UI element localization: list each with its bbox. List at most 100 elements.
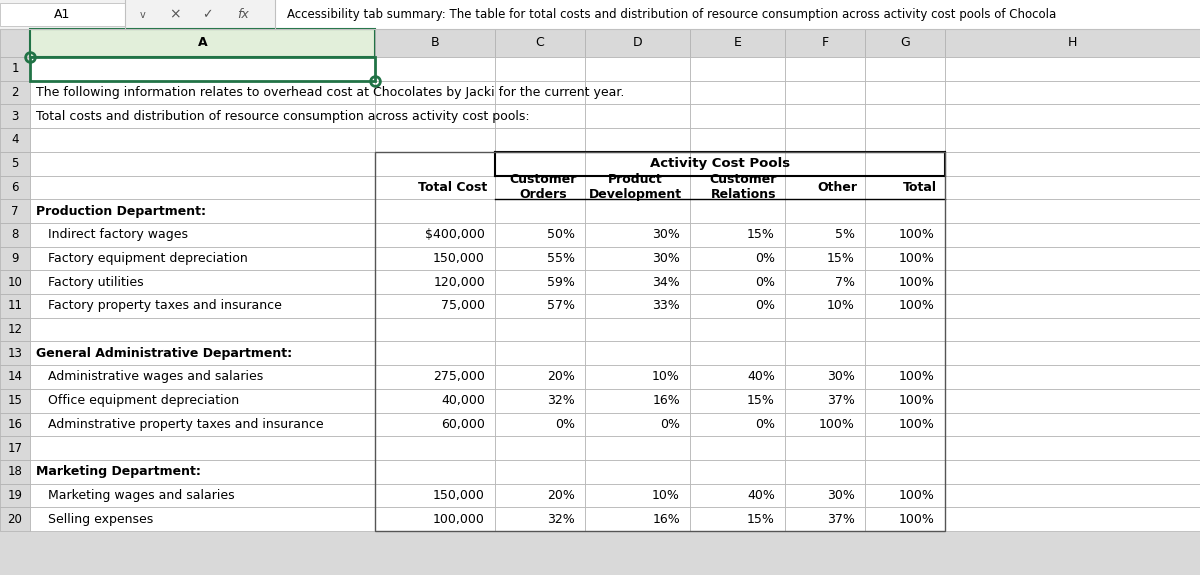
Text: G: G (900, 36, 910, 49)
Bar (374, 81, 496, 105)
Bar (496, 365, 586, 389)
Text: Office equipment depreciation: Office equipment depreciation (48, 394, 239, 407)
Bar (586, 81, 690, 105)
Text: 55%: 55% (547, 252, 575, 265)
Text: 32%: 32% (547, 394, 575, 407)
Bar (865, 105, 946, 128)
Text: The following information relates to overhead cost at Chocolates by Jacki for th: The following information relates to ove… (36, 86, 624, 99)
Text: 120,000: 120,000 (433, 275, 485, 289)
Bar (30, 389, 374, 412)
Bar (785, 152, 865, 175)
Text: F: F (822, 36, 828, 49)
Text: 5: 5 (11, 157, 19, 170)
Text: 20%: 20% (547, 370, 575, 384)
Text: 40%: 40% (748, 489, 775, 502)
Bar (496, 270, 586, 294)
Bar (690, 199, 785, 223)
Bar (30, 105, 374, 128)
Bar (0, 29, 30, 57)
Bar (690, 342, 785, 365)
Bar (496, 412, 586, 436)
Text: 17: 17 (7, 442, 23, 455)
Text: 16%: 16% (653, 394, 680, 407)
Bar (30, 342, 374, 365)
Bar (785, 57, 865, 81)
Text: 5%: 5% (835, 228, 856, 242)
Bar (690, 270, 785, 294)
Bar (496, 199, 586, 223)
Text: 100,000: 100,000 (433, 513, 485, 526)
Bar (865, 484, 946, 507)
Text: E: E (733, 36, 742, 49)
Text: 16: 16 (7, 418, 23, 431)
Text: 0%: 0% (755, 418, 775, 431)
Bar (374, 152, 946, 531)
Bar (0, 81, 30, 105)
Text: 100%: 100% (899, 513, 935, 526)
Text: 37%: 37% (827, 513, 856, 526)
Bar (785, 412, 865, 436)
Text: 0%: 0% (660, 418, 680, 431)
Text: 100%: 100% (899, 300, 935, 312)
Bar (374, 507, 496, 531)
Bar (690, 318, 785, 342)
Text: 30%: 30% (652, 228, 680, 242)
Text: 15%: 15% (748, 513, 775, 526)
Text: Factory utilities: Factory utilities (48, 275, 144, 289)
Bar (690, 223, 785, 247)
Text: 100%: 100% (820, 418, 856, 431)
Text: 100%: 100% (899, 489, 935, 502)
Bar (946, 247, 1200, 270)
Text: Factory equipment depreciation: Factory equipment depreciation (48, 252, 247, 265)
Bar (586, 460, 690, 484)
Bar (30, 484, 374, 507)
Text: 13: 13 (7, 347, 23, 360)
Text: 18: 18 (7, 465, 23, 478)
Text: ✓: ✓ (202, 8, 212, 21)
Bar (690, 81, 785, 105)
Bar (374, 128, 496, 152)
Bar (946, 507, 1200, 531)
Bar (946, 81, 1200, 105)
Bar (586, 199, 690, 223)
Text: 30%: 30% (652, 252, 680, 265)
Bar (865, 436, 946, 460)
Bar (946, 57, 1200, 81)
Bar (374, 412, 496, 436)
Bar (0, 436, 30, 460)
Bar (0, 57, 30, 81)
Text: 1: 1 (11, 62, 19, 75)
Text: Adminstrative property taxes and insurance: Adminstrative property taxes and insuran… (48, 418, 324, 431)
Bar (586, 105, 690, 128)
Text: 10: 10 (7, 275, 23, 289)
Bar (865, 270, 946, 294)
Bar (0, 105, 30, 128)
Bar (690, 29, 785, 57)
Text: 15%: 15% (827, 252, 856, 265)
Text: $400,000: $400,000 (425, 228, 485, 242)
Bar (496, 105, 586, 128)
Bar (374, 389, 496, 412)
Bar (785, 318, 865, 342)
Bar (785, 270, 865, 294)
Text: Accessibility tab summary: The table for total costs and distribution of resourc: Accessibility tab summary: The table for… (287, 8, 1056, 21)
Bar (30, 81, 374, 105)
Bar (785, 436, 865, 460)
Text: 15: 15 (7, 394, 23, 407)
Bar (586, 128, 690, 152)
Bar (785, 460, 865, 484)
Bar (690, 412, 785, 436)
Text: 50%: 50% (547, 228, 575, 242)
Text: 20: 20 (7, 513, 23, 526)
Text: 30%: 30% (827, 489, 856, 502)
Bar (690, 152, 785, 175)
Text: Customer
Orders: Customer Orders (510, 173, 577, 201)
Bar (946, 175, 1200, 199)
Text: 100%: 100% (899, 275, 935, 289)
Bar (0, 270, 30, 294)
Bar (690, 128, 785, 152)
Bar (946, 105, 1200, 128)
Bar (0, 507, 30, 531)
Bar (586, 389, 690, 412)
Bar (30, 57, 374, 81)
